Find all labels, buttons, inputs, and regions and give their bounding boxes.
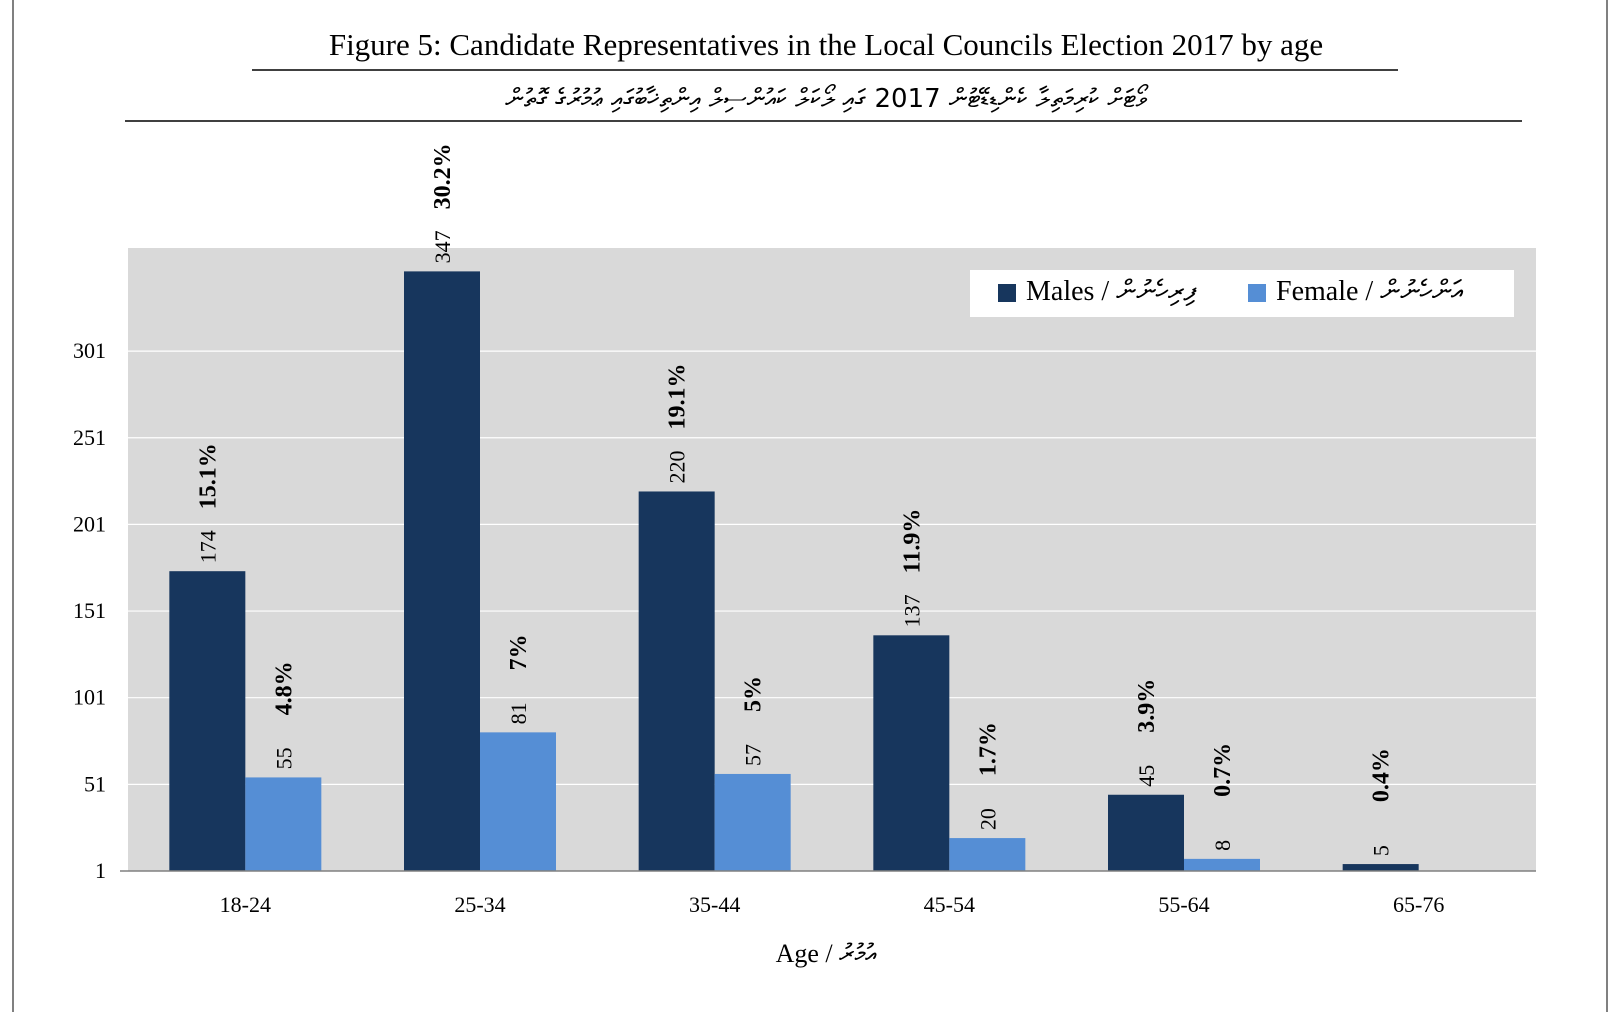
legend-swatch-males — [998, 284, 1016, 302]
y-tick-label: 301 — [73, 338, 106, 363]
x-tick-label: 18-24 — [220, 892, 271, 917]
bar-female-55-64 — [1184, 858, 1260, 871]
value-label: 137 — [899, 594, 924, 627]
bar-female-45-54 — [949, 838, 1026, 871]
value-label: 81 — [506, 702, 531, 724]
x-tick-label: 35-44 — [689, 892, 740, 917]
bar-males-65-76 — [1342, 864, 1419, 871]
legend-label-males: Males / ފިރިހެނުން — [1026, 276, 1197, 307]
percent-label: 7% — [506, 634, 532, 670]
legend-box — [970, 270, 1514, 317]
y-tick-label: 201 — [73, 511, 106, 536]
figure-frame — [12, 0, 1608, 1012]
percent-label: 5% — [741, 676, 767, 712]
x-axis-ticks: 18-24 25-34 35-44 45-54 55-64 65-76 — [220, 892, 1445, 917]
data-labels: 174 15.1% 55 4.8% 347 30.2% 81 7% 220 19.1% 57 5% 13… — [195, 143, 1394, 856]
percent-label: 0.7% — [1210, 743, 1236, 797]
gridlines — [128, 350, 1536, 785]
x-axis-title: Age / އުމުރު — [776, 939, 877, 968]
percent-label: 11.9% — [899, 509, 925, 574]
value-label: 45 — [1134, 765, 1159, 787]
percent-label: 0.4% — [1369, 748, 1395, 802]
x-tick-label: 45-54 — [924, 892, 975, 917]
bar-males-25-34 — [404, 271, 480, 872]
x-tick-label: 25-34 — [454, 892, 505, 917]
x-tick-label: 65-76 — [1393, 892, 1444, 917]
bar-males-35-44 — [638, 491, 715, 871]
chart-title: Figure 5: Candidate Representatives in t… — [329, 27, 1323, 62]
bar-males-18-24 — [169, 571, 246, 871]
percent-label: 1.7% — [975, 722, 1001, 776]
bar-female-18-24 — [245, 777, 322, 871]
value-label: 5 — [1369, 845, 1394, 856]
value-label: 55 — [271, 747, 296, 769]
value-label: 220 — [665, 450, 690, 483]
bar-males-45-54 — [873, 635, 950, 871]
value-label: 20 — [975, 808, 1000, 830]
legend-swatch-female — [1248, 284, 1266, 302]
chart-subtitle: ވޯޓަށް ކުރިމަތިލާ ކެންޑިޑޭޓުން 2017 ގައި… — [505, 84, 1149, 114]
bar-female-35-44 — [714, 773, 791, 871]
plot-area — [128, 248, 1536, 871]
y-tick-label: 251 — [73, 425, 106, 450]
bars-group — [169, 271, 1419, 872]
value-label: 174 — [195, 530, 220, 563]
x-tick-label: 55-64 — [1158, 892, 1209, 917]
bar-males-55-64 — [1108, 794, 1184, 871]
percent-label: 15.1% — [195, 443, 221, 509]
value-label: 347 — [430, 230, 455, 263]
bar-female-25-34 — [480, 732, 556, 871]
y-tick-label: 101 — [73, 685, 106, 710]
y-tick-label: 51 — [84, 771, 106, 796]
value-label: 8 — [1210, 840, 1235, 851]
legend: Males / ފިރިހެނުން Female / އަންހެނުން — [970, 270, 1514, 317]
y-tick-label: 151 — [73, 598, 106, 623]
percent-label: 30.2% — [430, 143, 456, 209]
y-tick-label: 1 — [95, 858, 106, 883]
value-label: 57 — [741, 744, 766, 766]
legend-label-female: Female / އަންހެނުން — [1276, 276, 1464, 307]
percent-label: 4.8% — [271, 661, 297, 715]
percent-label: 3.9% — [1134, 679, 1160, 733]
percent-label: 19.1% — [665, 363, 691, 429]
